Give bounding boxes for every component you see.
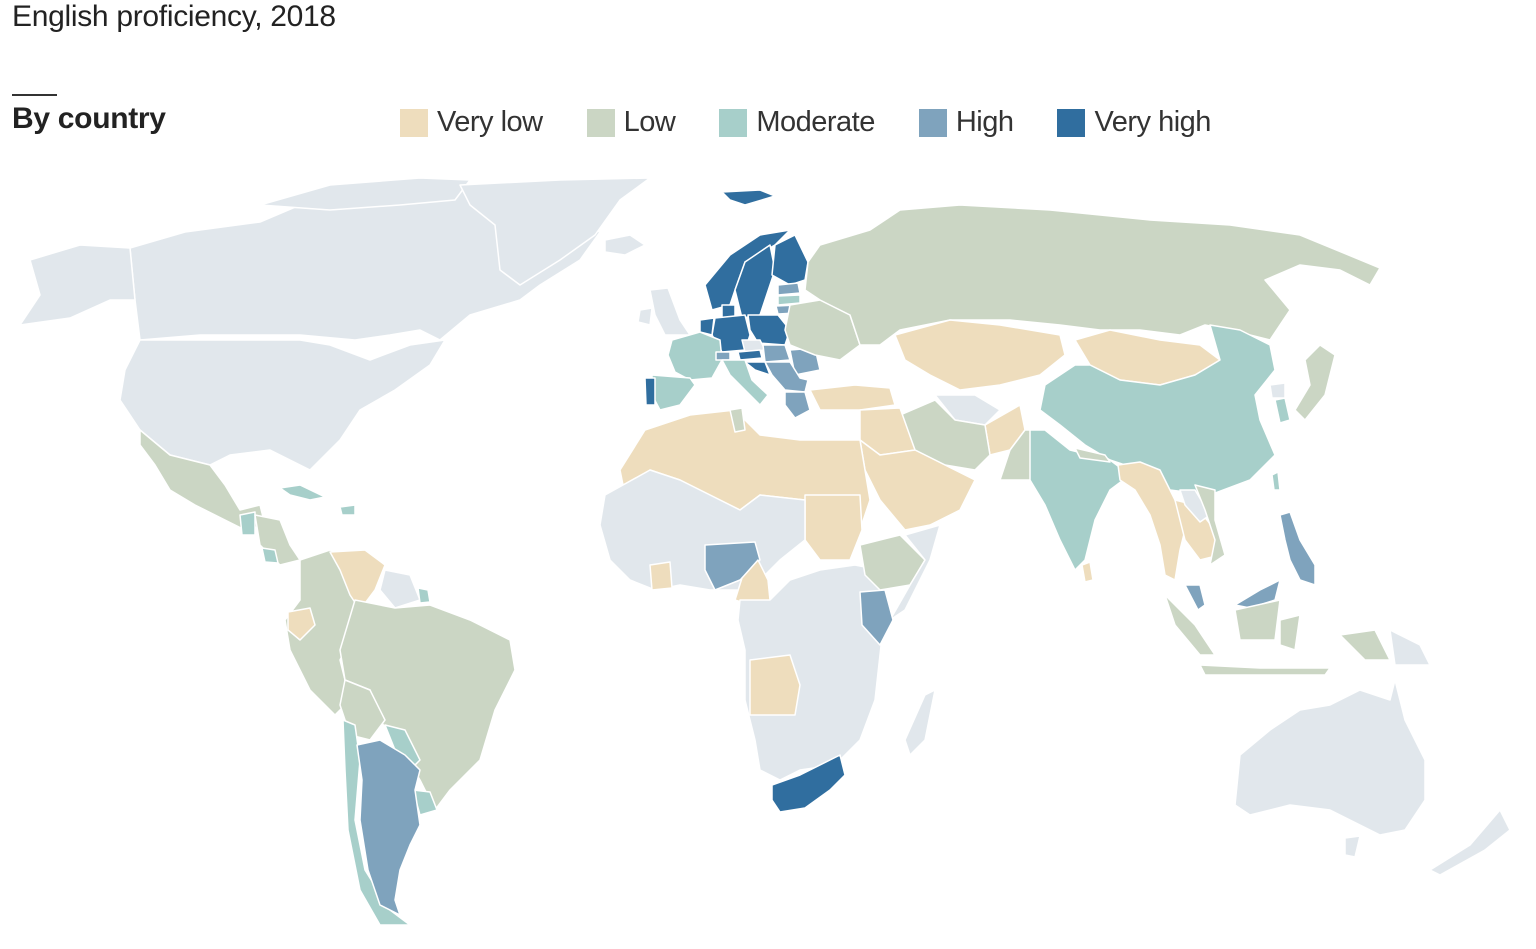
region-north-korea <box>1269 382 1286 399</box>
region-switzerland <box>715 351 731 361</box>
region-philippines <box>1279 511 1316 586</box>
region-korea <box>1274 397 1291 424</box>
legend-label: High <box>955 106 1014 138</box>
region-svalbard <box>721 189 776 206</box>
region-bangladesh-myanmar <box>1117 461 1186 581</box>
region-austria <box>737 349 763 361</box>
region-costa-rica <box>261 547 279 564</box>
region-madagascar <box>904 689 936 756</box>
legend-swatch-very-high <box>1057 108 1086 137</box>
region-italy <box>721 359 769 406</box>
region-french-guiana <box>417 587 431 604</box>
legend-swatch-moderate <box>719 108 748 137</box>
region-usa <box>119 339 446 471</box>
title-rule <box>12 94 57 96</box>
region-greenland <box>459 177 651 286</box>
region-vietnam <box>1194 484 1226 566</box>
legend-label: Very low <box>437 106 543 138</box>
region-taiwan <box>1271 471 1281 491</box>
region-turkey <box>809 384 896 411</box>
region-png <box>1389 629 1431 666</box>
region-kenya <box>859 589 894 646</box>
legend-item-very-low: Very low <box>400 106 543 139</box>
chart-title: English proficiency, 2018 <box>12 0 336 33</box>
legend-item-high: High <box>918 106 1014 139</box>
region-guianas <box>379 569 421 609</box>
world-map <box>0 160 1536 944</box>
region-nigeria <box>704 541 761 591</box>
region-cuba <box>279 484 326 501</box>
region-indonesia <box>1164 594 1391 676</box>
region-central-africa <box>737 564 886 781</box>
region-russia <box>804 204 1381 346</box>
region-arabia <box>859 439 976 531</box>
region-laos <box>1179 489 1211 523</box>
region-hungary-slovakia <box>762 344 791 363</box>
region-venezuela <box>329 549 386 611</box>
legend-label: Moderate <box>756 106 875 138</box>
legend-item-low: Low <box>586 106 676 139</box>
region-angola <box>749 654 801 716</box>
region-spain <box>651 374 696 411</box>
region-iceland <box>604 234 646 256</box>
region-dominican <box>339 504 356 516</box>
chart-subtitle: By country <box>12 102 166 135</box>
region-kazakhstan <box>894 319 1066 391</box>
legend: Very low Low Moderate High Very high <box>400 106 1255 139</box>
region-somalia <box>889 524 941 621</box>
region-balkans <box>764 361 809 393</box>
region-baltics-high <box>777 282 801 296</box>
legend-item-moderate: Moderate <box>719 106 875 139</box>
region-croatia <box>744 361 771 376</box>
region-benelux <box>699 317 715 336</box>
legend-label: Very high <box>1094 106 1211 138</box>
region-ivory-coast <box>649 561 673 591</box>
region-finland <box>771 234 809 286</box>
legend-swatch-very-low <box>400 108 428 137</box>
region-sri-lanka <box>1081 561 1094 583</box>
region-tasmania <box>1344 835 1361 858</box>
region-malaysia-peninsula <box>1184 584 1206 611</box>
region-guatemala <box>239 511 256 536</box>
region-australia <box>1234 679 1426 836</box>
legend-label: Low <box>623 106 676 138</box>
region-portugal <box>644 377 656 406</box>
region-argentina <box>356 739 421 916</box>
region-france <box>667 331 723 381</box>
region-ireland <box>637 307 653 326</box>
region-nepal <box>1074 447 1111 463</box>
region-new-zealand <box>1429 809 1511 876</box>
region-japan <box>1294 344 1336 421</box>
region-india <box>1029 429 1131 571</box>
region-alaska <box>19 244 136 326</box>
region-sudan <box>804 494 863 561</box>
region-ecuador <box>287 607 316 641</box>
region-greece <box>784 391 811 419</box>
region-uk <box>649 287 691 336</box>
legend-item-very-high: Very high <box>1057 106 1211 139</box>
region-south-africa <box>771 754 846 813</box>
legend-swatch-low <box>586 108 615 137</box>
region-tunisia <box>729 407 746 433</box>
legend-swatch-high <box>918 108 947 137</box>
